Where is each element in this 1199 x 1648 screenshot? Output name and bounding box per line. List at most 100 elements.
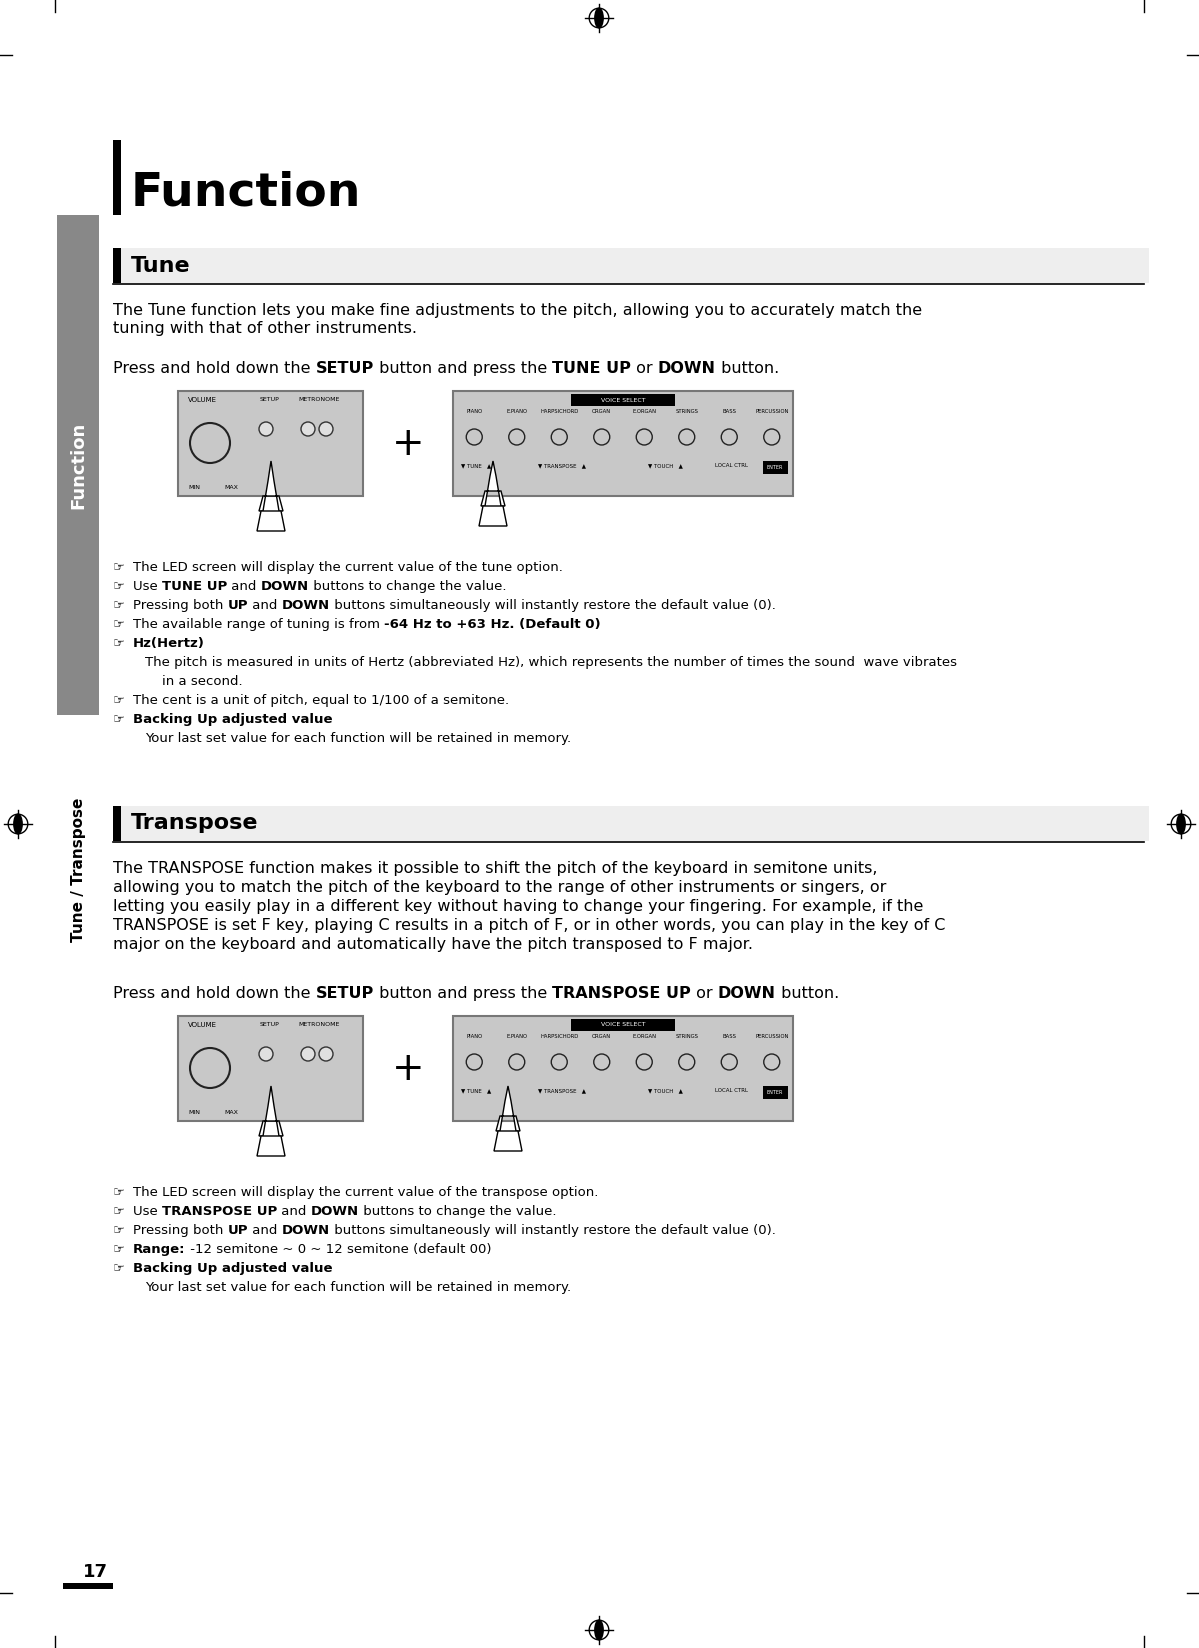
Text: LOCAL CTRL: LOCAL CTRL <box>715 1088 748 1093</box>
Text: Function: Function <box>131 170 362 214</box>
Text: SETUP: SETUP <box>315 361 374 376</box>
Text: -12 semitone ~ 0 ~ 12 semitone (default 00): -12 semitone ~ 0 ~ 12 semitone (default … <box>186 1243 492 1256</box>
Text: Hz(Hertz): Hz(Hertz) <box>133 638 205 649</box>
Text: UP: UP <box>228 598 248 611</box>
Text: STRINGS: STRINGS <box>675 409 698 414</box>
Text: DOWN: DOWN <box>282 598 330 611</box>
Text: and: and <box>248 598 282 611</box>
Text: ☞: ☞ <box>113 1262 125 1276</box>
Text: E.PIANO: E.PIANO <box>506 409 528 414</box>
Polygon shape <box>494 1131 522 1150</box>
Text: METRONOME: METRONOME <box>299 1022 339 1027</box>
Polygon shape <box>259 461 283 511</box>
Text: Transpose: Transpose <box>131 812 259 832</box>
Text: PIANO: PIANO <box>466 1033 482 1038</box>
Text: E.ORGAN: E.ORGAN <box>632 409 656 414</box>
Text: tuning with that of other instruments.: tuning with that of other instruments. <box>113 321 417 336</box>
Text: buttons simultaneously will instantly restore the default value (0).: buttons simultaneously will instantly re… <box>330 598 776 611</box>
Bar <box>453 391 793 496</box>
Text: ☞: ☞ <box>113 580 125 593</box>
Text: METRONOME: METRONOME <box>299 397 339 402</box>
Bar <box>763 461 788 475</box>
Text: Tune: Tune <box>131 255 191 275</box>
Bar <box>58 214 100 715</box>
Text: letting you easily play in a different key without having to change your fingeri: letting you easily play in a different k… <box>113 900 923 915</box>
Text: Your last set value for each function will be retained in memory.: Your last set value for each function wi… <box>145 1280 571 1294</box>
Text: or: or <box>691 986 718 1000</box>
Text: MAX: MAX <box>224 1111 237 1116</box>
Text: TUNE UP: TUNE UP <box>162 580 228 593</box>
Text: E.ORGAN: E.ORGAN <box>632 1033 656 1038</box>
Text: and: and <box>277 1205 311 1218</box>
Text: Backing Up adjusted value: Backing Up adjusted value <box>133 714 332 727</box>
Bar <box>113 140 121 214</box>
Bar <box>64 1584 113 1589</box>
Text: ☞: ☞ <box>113 1187 125 1200</box>
Text: ☞: ☞ <box>113 714 125 727</box>
Text: Use: Use <box>133 580 162 593</box>
Text: MIN: MIN <box>188 485 200 489</box>
Bar <box>763 1086 788 1099</box>
Text: E.PIANO: E.PIANO <box>506 1033 528 1038</box>
Text: HARPSICHORD: HARPSICHORD <box>540 1033 578 1038</box>
Text: The TRANSPOSE function makes it possible to shift the pitch of the keyboard in s: The TRANSPOSE function makes it possible… <box>113 860 878 877</box>
Text: ☞: ☞ <box>113 1224 125 1238</box>
Text: ENTER: ENTER <box>767 465 783 470</box>
Text: MIN: MIN <box>188 1111 200 1116</box>
Text: buttons simultaneously will instantly restore the default value (0).: buttons simultaneously will instantly re… <box>330 1224 776 1238</box>
Circle shape <box>259 422 273 437</box>
Text: VOICE SELECT: VOICE SELECT <box>601 397 645 402</box>
Text: Press and hold down the: Press and hold down the <box>113 361 315 376</box>
Text: PERCUSSION: PERCUSSION <box>755 409 789 414</box>
Text: ORGAN: ORGAN <box>592 409 611 414</box>
Text: Tune / Transpose: Tune / Transpose <box>71 798 85 943</box>
Text: ☞: ☞ <box>113 1205 125 1218</box>
Text: ORGAN: ORGAN <box>592 1033 611 1038</box>
Text: button.: button. <box>716 361 779 376</box>
Text: TRANSPOSE UP: TRANSPOSE UP <box>162 1205 277 1218</box>
Text: ☞: ☞ <box>113 694 125 707</box>
Text: DOWN: DOWN <box>718 986 776 1000</box>
Text: SETUP: SETUP <box>315 986 374 1000</box>
Text: The LED screen will display the current value of the tune option.: The LED screen will display the current … <box>133 560 562 574</box>
Ellipse shape <box>594 8 604 28</box>
Text: The LED screen will display the current value of the transpose option.: The LED screen will display the current … <box>133 1187 598 1200</box>
Circle shape <box>301 1046 315 1061</box>
Text: The pitch is measured in units of Hertz (abbreviated Hz), which represents the n: The pitch is measured in units of Hertz … <box>145 656 957 669</box>
Text: button and press the: button and press the <box>374 361 553 376</box>
Bar <box>453 1017 793 1121</box>
Text: in a second.: in a second. <box>145 676 242 687</box>
Text: VOLUME: VOLUME <box>188 1022 217 1028</box>
Text: Pressing both: Pressing both <box>133 598 228 611</box>
Text: and: and <box>228 580 261 593</box>
Text: -64 Hz to +63 Hz. (Default 0): -64 Hz to +63 Hz. (Default 0) <box>384 618 601 631</box>
Text: 17: 17 <box>83 1562 108 1580</box>
Text: Press and hold down the: Press and hold down the <box>113 986 315 1000</box>
Text: buttons to change the value.: buttons to change the value. <box>359 1205 556 1218</box>
Polygon shape <box>478 506 507 526</box>
Text: VOICE SELECT: VOICE SELECT <box>601 1022 645 1027</box>
Circle shape <box>301 422 315 437</box>
Ellipse shape <box>594 1620 604 1640</box>
Text: DOWN: DOWN <box>261 580 309 593</box>
Text: button and press the: button and press the <box>374 986 553 1000</box>
Text: ▼ TUNE   ▲: ▼ TUNE ▲ <box>460 1088 492 1093</box>
Bar <box>113 247 121 283</box>
Text: Pressing both: Pressing both <box>133 1224 228 1238</box>
Text: ▼ TOUCH   ▲: ▼ TOUCH ▲ <box>647 463 683 468</box>
Polygon shape <box>496 1086 520 1131</box>
Text: TUNE UP: TUNE UP <box>553 361 631 376</box>
Ellipse shape <box>13 814 23 834</box>
Text: STRINGS: STRINGS <box>675 1033 698 1038</box>
Bar <box>177 1017 363 1121</box>
Text: DOWN: DOWN <box>658 361 716 376</box>
Text: ▼ TRANSPOSE   ▲: ▼ TRANSPOSE ▲ <box>538 1088 586 1093</box>
Text: ☞: ☞ <box>113 1243 125 1256</box>
Ellipse shape <box>1176 814 1186 834</box>
Text: ▼ TOUCH   ▲: ▼ TOUCH ▲ <box>647 1088 683 1093</box>
Polygon shape <box>257 1135 285 1155</box>
Text: SETUP: SETUP <box>260 1022 279 1027</box>
Bar <box>121 806 1149 840</box>
Bar <box>177 391 363 496</box>
Text: Your last set value for each function will be retained in memory.: Your last set value for each function wi… <box>145 732 571 745</box>
